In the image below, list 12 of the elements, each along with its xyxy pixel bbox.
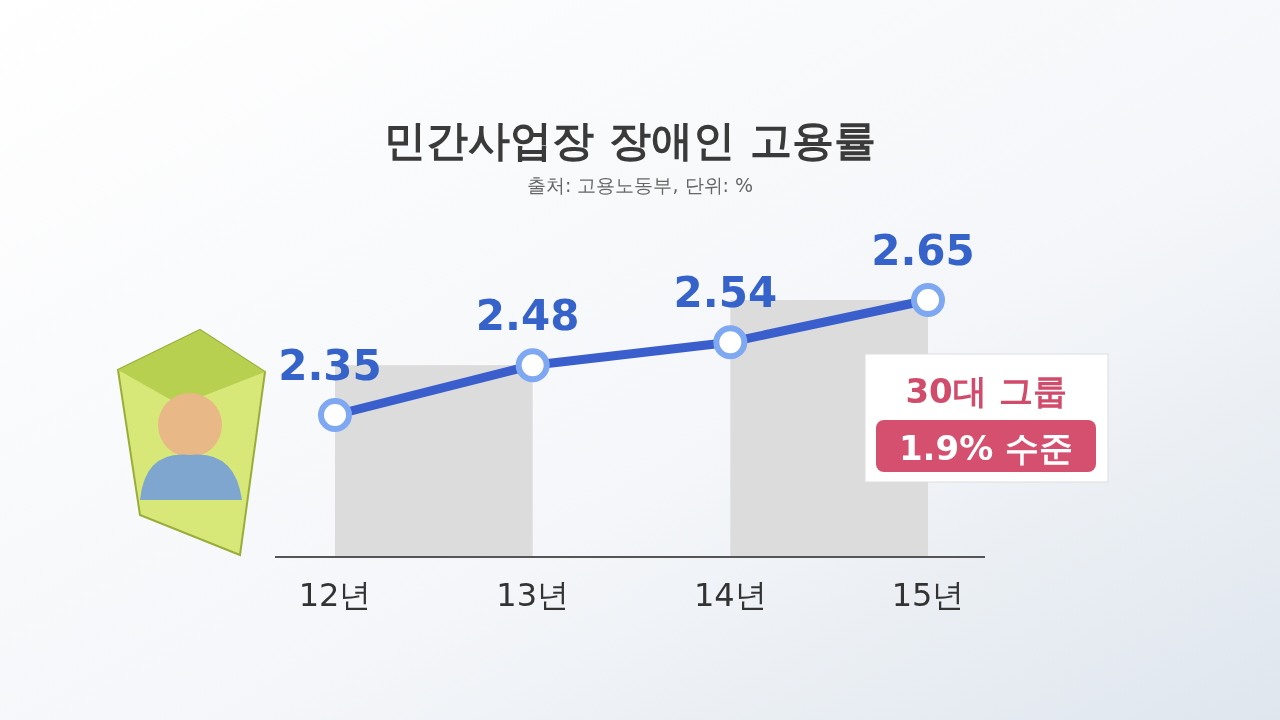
x-tick-label: 15년 <box>891 576 965 614</box>
annotation: 30대 그룹 <box>905 371 1067 411</box>
data-label: 2.35 <box>278 341 382 390</box>
data-label: 2.65 <box>871 226 975 275</box>
x-tick-label: 13년 <box>496 576 570 614</box>
x-tick-label: 14년 <box>693 576 767 614</box>
data-label: 2.48 <box>475 291 580 341</box>
chart-subtitle: 출처: 고용노동부, 단위: % <box>526 174 754 196</box>
x-tick-label: 12년 <box>298 576 372 614</box>
chart-title: 민간사업장 장애인 고용률 <box>384 116 876 165</box>
data-label: 2.54 <box>673 268 778 318</box>
text: 1.9% 수준 <box>898 428 1074 468</box>
